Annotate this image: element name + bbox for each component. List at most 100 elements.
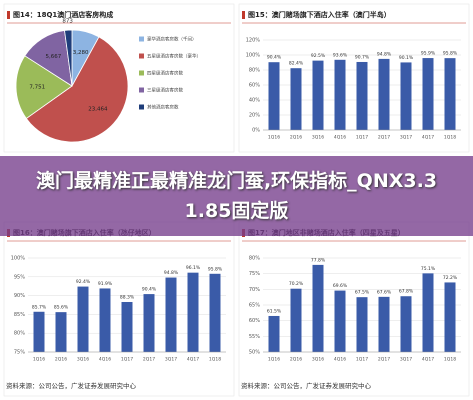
chart-title: 图15：澳门赌场旗下酒店入住率（澳门半岛）: [248, 10, 391, 19]
value-label: 90.1%: [399, 55, 414, 61]
value-label: 90.4%: [142, 287, 157, 293]
y-tick-label: 60%: [249, 318, 260, 324]
x-tick-label: 3Q17: [400, 357, 412, 363]
value-label: 92.4%: [76, 279, 91, 285]
y-tick-label: 80%: [14, 331, 25, 337]
slice-label: 3,280: [73, 50, 89, 56]
y-tick-label: 95%: [14, 274, 25, 280]
bar: [290, 68, 302, 130]
x-tick-label: 3Q17: [400, 135, 412, 141]
legend-swatch: [139, 104, 144, 110]
y-tick-label: 100%: [246, 53, 261, 59]
value-label: 69.6%: [333, 283, 348, 289]
bar: [356, 297, 368, 352]
y-tick-label: 90%: [14, 293, 25, 299]
y-tick-label: 40%: [249, 98, 260, 104]
x-tick-label: 1Q16: [33, 357, 45, 363]
bar: [55, 312, 67, 352]
slice-label: 873: [62, 19, 73, 25]
x-tick-label: 1Q17: [121, 357, 133, 363]
bar: [400, 296, 412, 352]
value-label: 93.6%: [333, 52, 348, 58]
source: 资料来源：公司公告，广发证券发展研究中心: [6, 381, 137, 390]
y-tick-label: 65%: [249, 303, 260, 309]
x-tick-label: 3Q16: [312, 357, 324, 363]
slice-label: 7,751: [29, 84, 45, 90]
chart-title: 图14：18Q1澳门酒店客房构成: [13, 10, 113, 19]
x-tick-label: 1Q17: [356, 357, 368, 363]
bar: [312, 60, 324, 130]
x-tick-label: 3Q16: [77, 357, 89, 363]
bar: [356, 61, 368, 130]
value-label: 92.5%: [311, 53, 326, 59]
value-label: 70.2%: [289, 281, 304, 287]
bar: [334, 290, 346, 352]
value-label: 72.2%: [443, 275, 458, 281]
x-tick-label: 1Q16: [268, 135, 280, 141]
banner-text: 澳门最精准正最精准龙门蚕,环保指标_QNX3.31.85固定版: [35, 170, 438, 222]
y-tick-label: 55%: [249, 334, 260, 340]
value-label: 67.6%: [377, 289, 392, 295]
y-tick-label: 100%: [11, 256, 26, 262]
value-label: 96.1%: [186, 265, 201, 271]
bar: [209, 273, 221, 352]
x-tick-label: 4Q17: [422, 357, 434, 363]
legend-swatch: [139, 70, 144, 76]
bar: [422, 273, 434, 352]
x-tick-label: 1Q16: [268, 357, 280, 363]
y-tick-label: 75%: [249, 271, 260, 277]
value-label: 88.3%: [120, 294, 135, 300]
value-label: 95.9%: [421, 51, 436, 57]
bar: [444, 282, 456, 352]
legend-label: 五星级酒店客房数（豪华）: [147, 53, 201, 60]
pie-slice: [15, 55, 73, 119]
y-tick-label: 75%: [14, 350, 25, 356]
legend-label: 四星级酒店客房数: [147, 70, 183, 77]
value-label: 90.4%: [267, 55, 282, 61]
legend-swatch: [139, 36, 144, 42]
bar: [378, 296, 390, 352]
pie-slice: [25, 36, 129, 143]
bar: [268, 62, 280, 131]
x-tick-label: 3Q16: [312, 135, 324, 141]
x-tick-label: 2Q16: [290, 357, 302, 363]
x-tick-label: 2Q17: [143, 357, 155, 363]
value-label: 94.8%: [377, 51, 392, 57]
slice-label: 23,464: [88, 107, 108, 113]
value-label: 85.7%: [32, 304, 47, 310]
x-tick-label: 1Q18: [444, 135, 456, 141]
value-label: 67.5%: [355, 290, 370, 296]
slice-label: 5,667: [45, 54, 61, 60]
bar: [99, 288, 111, 352]
x-tick-label: 2Q16: [55, 357, 67, 363]
x-tick-label: 1Q18: [444, 357, 456, 363]
bar: [165, 277, 177, 352]
bar: [422, 58, 434, 131]
x-tick-label: 4Q16: [334, 357, 346, 363]
bar: [334, 59, 346, 130]
value-label: 77.8%: [311, 257, 326, 263]
value-label: 82.4%: [289, 61, 304, 67]
bar: [290, 288, 302, 352]
legend-label: 豪华酒店客房数（千间）: [147, 36, 197, 43]
source: 资料来源：公司公告，广发证券发展研究中心: [241, 381, 372, 390]
bar: [121, 301, 133, 352]
bar: [378, 58, 390, 130]
legend-label: 三星级酒店客房数: [147, 87, 183, 94]
x-tick-label: 4Q16: [334, 135, 346, 141]
y-tick-label: 20%: [249, 113, 260, 119]
y-tick-label: 120%: [246, 38, 261, 44]
bar: [312, 264, 324, 352]
title-marker: [242, 11, 245, 19]
y-tick-label: 60%: [249, 83, 260, 89]
y-tick-label: 80%: [249, 256, 260, 262]
legend-swatch: [139, 53, 144, 59]
value-label: 75.1%: [421, 266, 436, 272]
x-tick-label: 2Q17: [378, 135, 390, 141]
value-label: 61.5%: [267, 308, 282, 314]
value-label: 91.9%: [98, 281, 113, 287]
y-tick-label: 85%: [14, 312, 25, 318]
bar: [77, 286, 89, 352]
